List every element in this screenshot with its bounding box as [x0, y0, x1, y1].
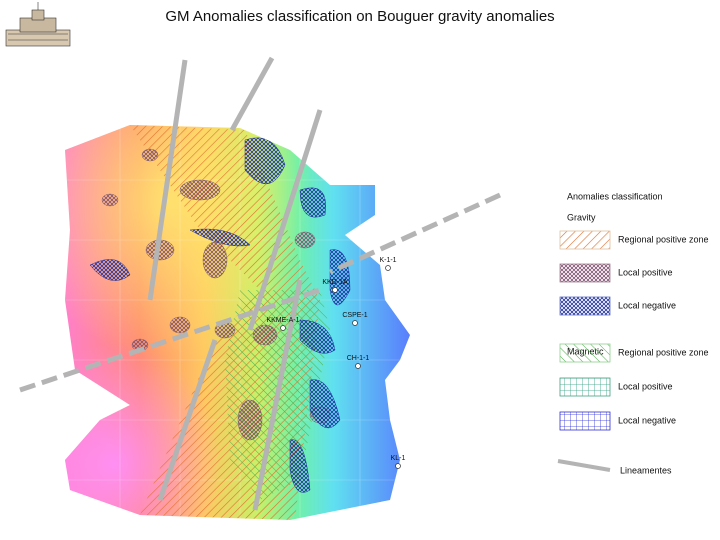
- legend-item: Regional positive zone: [618, 234, 709, 244]
- legend-swatch: [559, 377, 611, 397]
- legend-item: Local positive: [618, 267, 673, 277]
- well-marker: [355, 363, 361, 369]
- legend-item: Local negative: [618, 415, 676, 425]
- well-label: KKD-1A: [322, 279, 348, 286]
- title: GM Anomalies classification on Bouguer g…: [165, 8, 554, 25]
- legend-item: Local negative: [618, 300, 676, 310]
- well-label: KKME-A-1: [266, 317, 299, 324]
- logo: [5, 2, 71, 47]
- well-marker: [385, 265, 391, 271]
- legend-swatch: [559, 343, 611, 363]
- legend-item: Regional positive zone: [618, 347, 709, 357]
- legend-swatch: [559, 296, 611, 316]
- legend-swatch: [559, 230, 611, 250]
- well-marker: [332, 287, 338, 293]
- legend-title: Anomalies classification: [567, 191, 663, 201]
- legend-item: Local positive: [618, 381, 673, 391]
- legend-swatch: [559, 263, 611, 283]
- well-label: CH-1-1: [347, 355, 370, 362]
- lineament-swatch: [557, 459, 611, 472]
- legend: Anomalies classification Lineamentes Gra…: [557, 191, 709, 475]
- legend-group: Gravity: [567, 212, 596, 222]
- lineaments: [19, 56, 502, 511]
- map: [65, 125, 410, 520]
- well-label: KL-1: [391, 455, 406, 462]
- well-label: K-1-1: [379, 257, 396, 264]
- well-marker: [352, 320, 358, 326]
- legend-item: Lineamentes: [620, 465, 672, 475]
- legend-swatch: [559, 411, 611, 431]
- well-marker: [395, 463, 401, 469]
- well-marker: [280, 325, 286, 331]
- well-label: CSPE-1: [342, 312, 367, 319]
- wells: K-1-1 KKD-1A CSPE-1 KKME-A-1 CH-1-1 KL-1: [266, 257, 405, 469]
